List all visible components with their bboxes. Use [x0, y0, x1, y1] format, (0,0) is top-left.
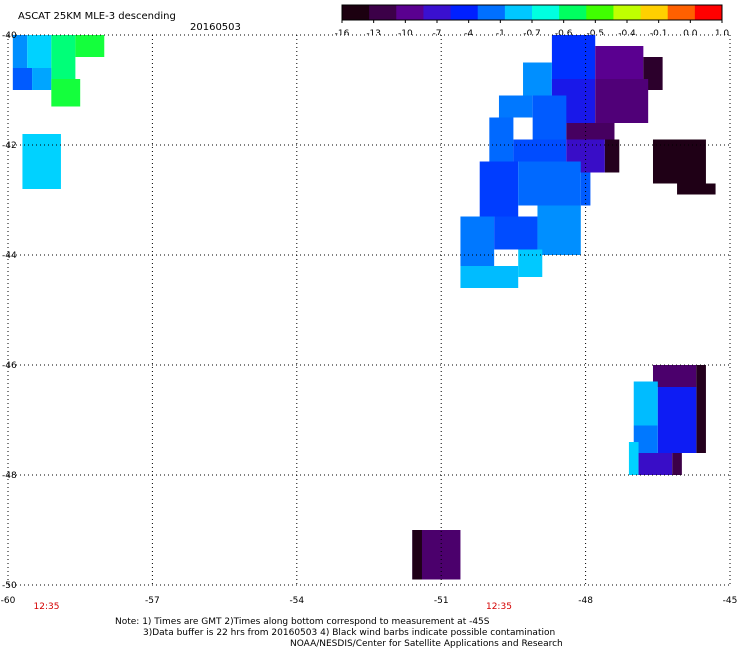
heatmap-cell — [532, 95, 567, 140]
y-tick-labels: -40 -42 -44 -46 -48 -50 — [2, 31, 17, 591]
x-tick-label: -60 — [1, 596, 16, 606]
y-tick-label: -44 — [2, 251, 17, 261]
note-line-1: Note: 1) Times are GMT 2)Times along bot… — [115, 617, 490, 627]
chart-title: ASCAT 25KM MLE-3 descending — [18, 11, 176, 22]
colorbar-segment — [640, 5, 669, 20]
colorbar-segment — [477, 5, 506, 20]
colorbar-segment — [369, 5, 397, 20]
colorbar-segment — [532, 5, 560, 20]
colorbar-tick-label: -0.7 — [523, 29, 541, 39]
heatmap-cell — [51, 35, 76, 79]
heatmap-cell — [595, 79, 649, 123]
heatmap-cell — [498, 95, 533, 118]
heatmap-cell — [677, 183, 716, 195]
heatmap-cell — [628, 442, 639, 475]
heatmap-cell — [27, 35, 52, 68]
heatmap-cell — [604, 139, 620, 173]
chart-date: 20160503 — [190, 22, 241, 33]
x-tick-label: -57 — [145, 596, 160, 606]
time-labels: 12:35 12:35 — [34, 602, 512, 612]
heatmap-cell — [595, 46, 644, 79]
heatmap-cell — [22, 134, 61, 189]
x-tick-labels: -60 -57 -54 -51 -48 -45 — [1, 596, 738, 606]
heatmap-cell — [51, 79, 81, 107]
colorbar-segment — [667, 5, 696, 20]
heatmap-cell — [479, 161, 519, 217]
colorbar-tick-label: -10 — [398, 29, 413, 39]
colorbar-segment — [396, 5, 424, 20]
colorbar-segment — [613, 5, 642, 20]
heatmap-cell — [75, 35, 105, 57]
colorbar-segment — [694, 5, 723, 20]
colorbar-tick-label: -0.1 — [650, 29, 668, 39]
note-line-3: NOAA/NESDIS/Center for Satellite Applica… — [290, 639, 563, 649]
y-tick-label: -50 — [2, 581, 17, 591]
x-tick-label: -54 — [289, 596, 304, 606]
y-tick-label: -46 — [2, 361, 17, 371]
heatmap-cell — [633, 381, 658, 426]
colorbar-segment — [504, 5, 533, 20]
colorbar-segment — [559, 5, 587, 20]
heatmap-cell — [412, 530, 422, 580]
heatmap-cell — [638, 453, 673, 475]
heatmap-cell — [566, 123, 615, 140]
heatmap-cell — [523, 62, 552, 96]
colorbar-segment — [450, 5, 479, 20]
y-tick-label: -42 — [2, 141, 17, 151]
colorbar-tick-labels: -16 -13 -10 -7 -4 -1 -0.7 -0.6 -0.5 -0.4 -0.1 0.0 1.… — [335, 20, 730, 39]
colorbar-segment — [586, 5, 614, 20]
colorbar-tick-label: 0.0 — [683, 29, 698, 39]
colorbar-tick-label: -16 — [335, 29, 350, 39]
heatmap-cell — [494, 216, 538, 250]
y-tick-label: -40 — [2, 31, 17, 41]
heatmap-cell — [518, 161, 581, 206]
x-tick-label: -48 — [578, 596, 593, 606]
time-label: 12:35 — [34, 602, 60, 612]
heatmap-cell — [12, 68, 33, 90]
colorbar-tick-label: -4 — [464, 29, 473, 39]
heatmap-cell — [652, 139, 706, 184]
heatmap-cell — [489, 117, 514, 162]
y-tick-label: -48 — [2, 471, 17, 481]
colorbar-tick-label: -7 — [433, 29, 442, 39]
heatmap-cell — [551, 35, 596, 79]
colorbar-tick-label: -0.4 — [618, 29, 636, 39]
heatmap-cell — [672, 453, 682, 475]
heatmap-cell — [460, 266, 519, 288]
colorbar — [341, 4, 723, 21]
colorbar-tick-label: -1 — [496, 29, 505, 39]
time-label: 12:35 — [486, 602, 512, 612]
heatmap-cell — [696, 365, 706, 453]
colorbar-tick-label: -0.6 — [555, 29, 573, 39]
heatmap-cell — [32, 68, 52, 90]
x-tick-label: -45 — [723, 596, 738, 606]
heatmap-cell — [657, 387, 697, 453]
heatmap-cell — [12, 35, 28, 68]
heatmap-cell — [513, 139, 567, 162]
note-line-2: 3)Data buffer is 22 hrs from 20160503 4)… — [143, 628, 556, 638]
colorbar-segment — [342, 5, 370, 20]
heatmap-cell — [580, 172, 591, 206]
heatmap-cell — [652, 365, 697, 387]
heatmap-cell — [518, 249, 543, 277]
colorbar-tick-label: -13 — [366, 29, 381, 39]
x-tick-label: -51 — [434, 596, 449, 606]
grid-lines — [7, 34, 731, 586]
heatmap-cell — [460, 216, 495, 266]
heatmap-cells — [12, 35, 716, 580]
colorbar-tick-label: -0.5 — [587, 29, 605, 39]
colorbar-tick-label: 1.0 — [715, 29, 730, 39]
heatmap-cell — [537, 205, 581, 255]
colorbar-segment — [423, 5, 452, 20]
